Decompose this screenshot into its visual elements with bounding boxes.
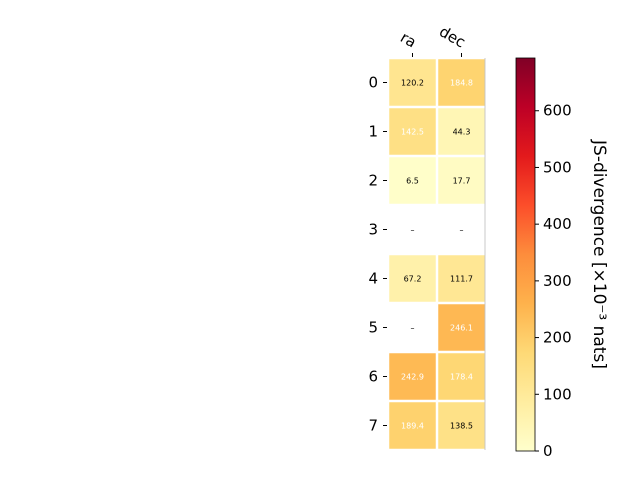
cell-label-0-1: 184.8	[450, 79, 473, 88]
colorbar-label: JS-divergence [×10⁻³ nats]	[589, 139, 609, 369]
heatmap-cell-2-1	[438, 157, 485, 204]
cell-label-3-1: –	[460, 226, 464, 235]
colorbar-tick-label-2: 200	[543, 329, 572, 347]
heatmap-cell-7-1	[438, 402, 485, 449]
cell-label-1-1: 44.3	[453, 128, 471, 137]
cell-label-5-0: –	[411, 324, 415, 333]
heatmap-cell-0-1	[438, 59, 485, 106]
colorbar-tick-label-3: 300	[543, 272, 572, 290]
row-tick-label-2: 2	[368, 172, 378, 190]
heatmap-cell-4-0	[389, 255, 436, 302]
cell-label-6-1: 178.4	[450, 373, 473, 382]
heatmap-cell-2-0	[389, 157, 436, 204]
cell-label-5-1: 246.1	[450, 324, 473, 333]
cell-label-2-1: 17.7	[453, 177, 471, 186]
heatmap-cell-1-0	[389, 108, 436, 155]
column-label-1: dec	[436, 22, 468, 51]
heatmap-cell-1-1	[438, 108, 485, 155]
cell-label-6-0: 242.9	[401, 373, 424, 382]
row-tick-label-0: 0	[368, 74, 378, 92]
heatmap-cell-4-1	[438, 255, 485, 302]
colorbar-tick-label-0: 0	[543, 442, 553, 460]
cell-label-1-0: 142.5	[401, 128, 424, 137]
heatmap-cell-0-0	[389, 59, 436, 106]
heatmap-cells: 120.2 184.8 142.5 44.3 6.5 17.7 – – 67.2 111.7 – 24…	[389, 58, 486, 450]
column-label-0: ra	[397, 28, 419, 51]
column-ticks: ra dec	[397, 22, 469, 57]
cell-label-0-0: 120.2	[401, 79, 424, 88]
row-tick-label-1: 1	[368, 123, 378, 141]
row-tick-label-3: 3	[368, 221, 378, 239]
colorbar: 0 100 200 300 400 500 600 JS-divergence [×10⁻³ …	[515, 57, 609, 460]
cell-label-7-1: 138.5	[450, 422, 473, 431]
cell-label-7-0: 189.4	[401, 422, 424, 431]
colorbar-gradient	[515, 57, 536, 452]
cell-label-4-0: 67.2	[404, 275, 422, 284]
colorbar-tick-label-4: 400	[543, 215, 572, 233]
heatmap-cell-6-0	[389, 353, 436, 400]
row-tick-label-5: 5	[368, 319, 378, 337]
colorbar-tick-label-6: 600	[543, 102, 572, 120]
heatmap-cell-6-1	[438, 353, 485, 400]
row-tick-label-7: 7	[368, 417, 378, 435]
cell-label-3-0: –	[411, 226, 415, 235]
colorbar-tick-label-5: 500	[543, 158, 572, 176]
row-ticks: 0 1 2 3 4 5 6 7	[368, 74, 387, 435]
heatmap-cell-5-1	[438, 304, 485, 351]
row-tick-label-4: 4	[368, 270, 378, 288]
cell-label-4-1: 111.7	[450, 275, 473, 284]
heatmap-cell-7-0	[389, 402, 436, 449]
colorbar-tick-label-1: 100	[543, 385, 572, 403]
row-tick-label-6: 6	[368, 368, 378, 386]
cell-label-2-0: 6.5	[406, 177, 419, 186]
